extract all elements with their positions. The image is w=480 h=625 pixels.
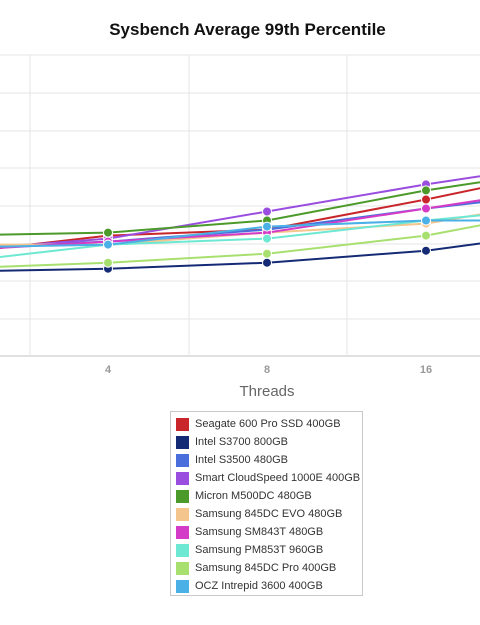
- legend-swatch: [176, 561, 189, 575]
- x-tick-labels: 4 8 16: [105, 364, 432, 376]
- series-samsung-845dc-pro-400gb: [0, 224, 480, 268]
- legend-item: OCZ Intrepid 3600 400GB: [171, 577, 362, 595]
- data-point: [421, 203, 431, 214]
- legend-item: Intel S3700 800GB: [171, 433, 362, 451]
- legend-swatch: [176, 435, 189, 449]
- data-point: [262, 206, 272, 217]
- series-line: [0, 224, 480, 268]
- legend-item: Smart CloudSpeed 1000E 400GB: [171, 469, 362, 487]
- legend-swatch: [176, 471, 189, 485]
- legend-label: Smart CloudSpeed 1000E 400GB: [195, 472, 361, 484]
- legend-swatch: [176, 543, 189, 557]
- legend-label: Seagate 600 Pro SSD 400GB: [195, 418, 341, 430]
- data-point: [262, 248, 272, 259]
- data-point: [262, 233, 272, 244]
- data-point: [421, 194, 431, 205]
- legend-swatch: [176, 525, 189, 539]
- chart-title: Sysbench Average 99th Percentile: [109, 20, 386, 39]
- data-point: [421, 185, 431, 196]
- data-point: [103, 257, 113, 268]
- legend: Seagate 600 Pro SSD 400GB Intel S3700 800…: [170, 411, 363, 596]
- legend-item: Seagate 600 Pro SSD 400GB: [171, 415, 362, 433]
- series-micron-m500dc-480gb: [0, 181, 480, 238]
- series-line: [0, 242, 480, 272]
- data-point: [103, 239, 113, 250]
- legend-swatch: [176, 453, 189, 467]
- x-tick-label: 16: [420, 364, 432, 376]
- legend-item: Micron M500DC 480GB: [171, 487, 362, 505]
- grid: [0, 54, 480, 357]
- series-ocz-intrepid-3600-400gb: [0, 215, 480, 250]
- data-point: [421, 230, 431, 241]
- data-point: [421, 245, 431, 256]
- x-tick-label: 4: [105, 364, 112, 376]
- legend-swatch: [176, 417, 189, 431]
- legend-label: Intel S3700 800GB: [195, 436, 288, 448]
- legend-label: OCZ Intrepid 3600 400GB: [195, 580, 323, 592]
- legend-label: Intel S3500 480GB: [195, 454, 288, 466]
- legend-swatch: [176, 579, 189, 593]
- x-axis-label: Threads: [239, 383, 295, 400]
- data-point: [262, 257, 272, 268]
- legend-item: Samsung 845DC Pro 400GB: [171, 559, 362, 577]
- legend-item: Samsung SM843T 480GB: [171, 523, 362, 541]
- legend-item: Intel S3500 480GB: [171, 451, 362, 469]
- data-point: [421, 215, 431, 226]
- legend-label: Samsung PM853T 960GB: [195, 544, 324, 556]
- data-point: [262, 221, 272, 232]
- legend-item: Samsung PM853T 960GB: [171, 541, 362, 559]
- series-lines: [0, 175, 480, 274]
- legend-swatch: [176, 489, 189, 503]
- legend-item: Samsung 845DC EVO 480GB: [171, 505, 362, 523]
- legend-label: Samsung SM843T 480GB: [195, 526, 324, 538]
- legend-label: Micron M500DC 480GB: [195, 490, 312, 502]
- legend-label: Samsung 845DC EVO 480GB: [195, 508, 343, 520]
- data-point: [103, 227, 113, 238]
- legend-label: Samsung 845DC Pro 400GB: [195, 562, 337, 574]
- x-tick-label: 8: [264, 364, 270, 376]
- legend-swatch: [176, 507, 189, 521]
